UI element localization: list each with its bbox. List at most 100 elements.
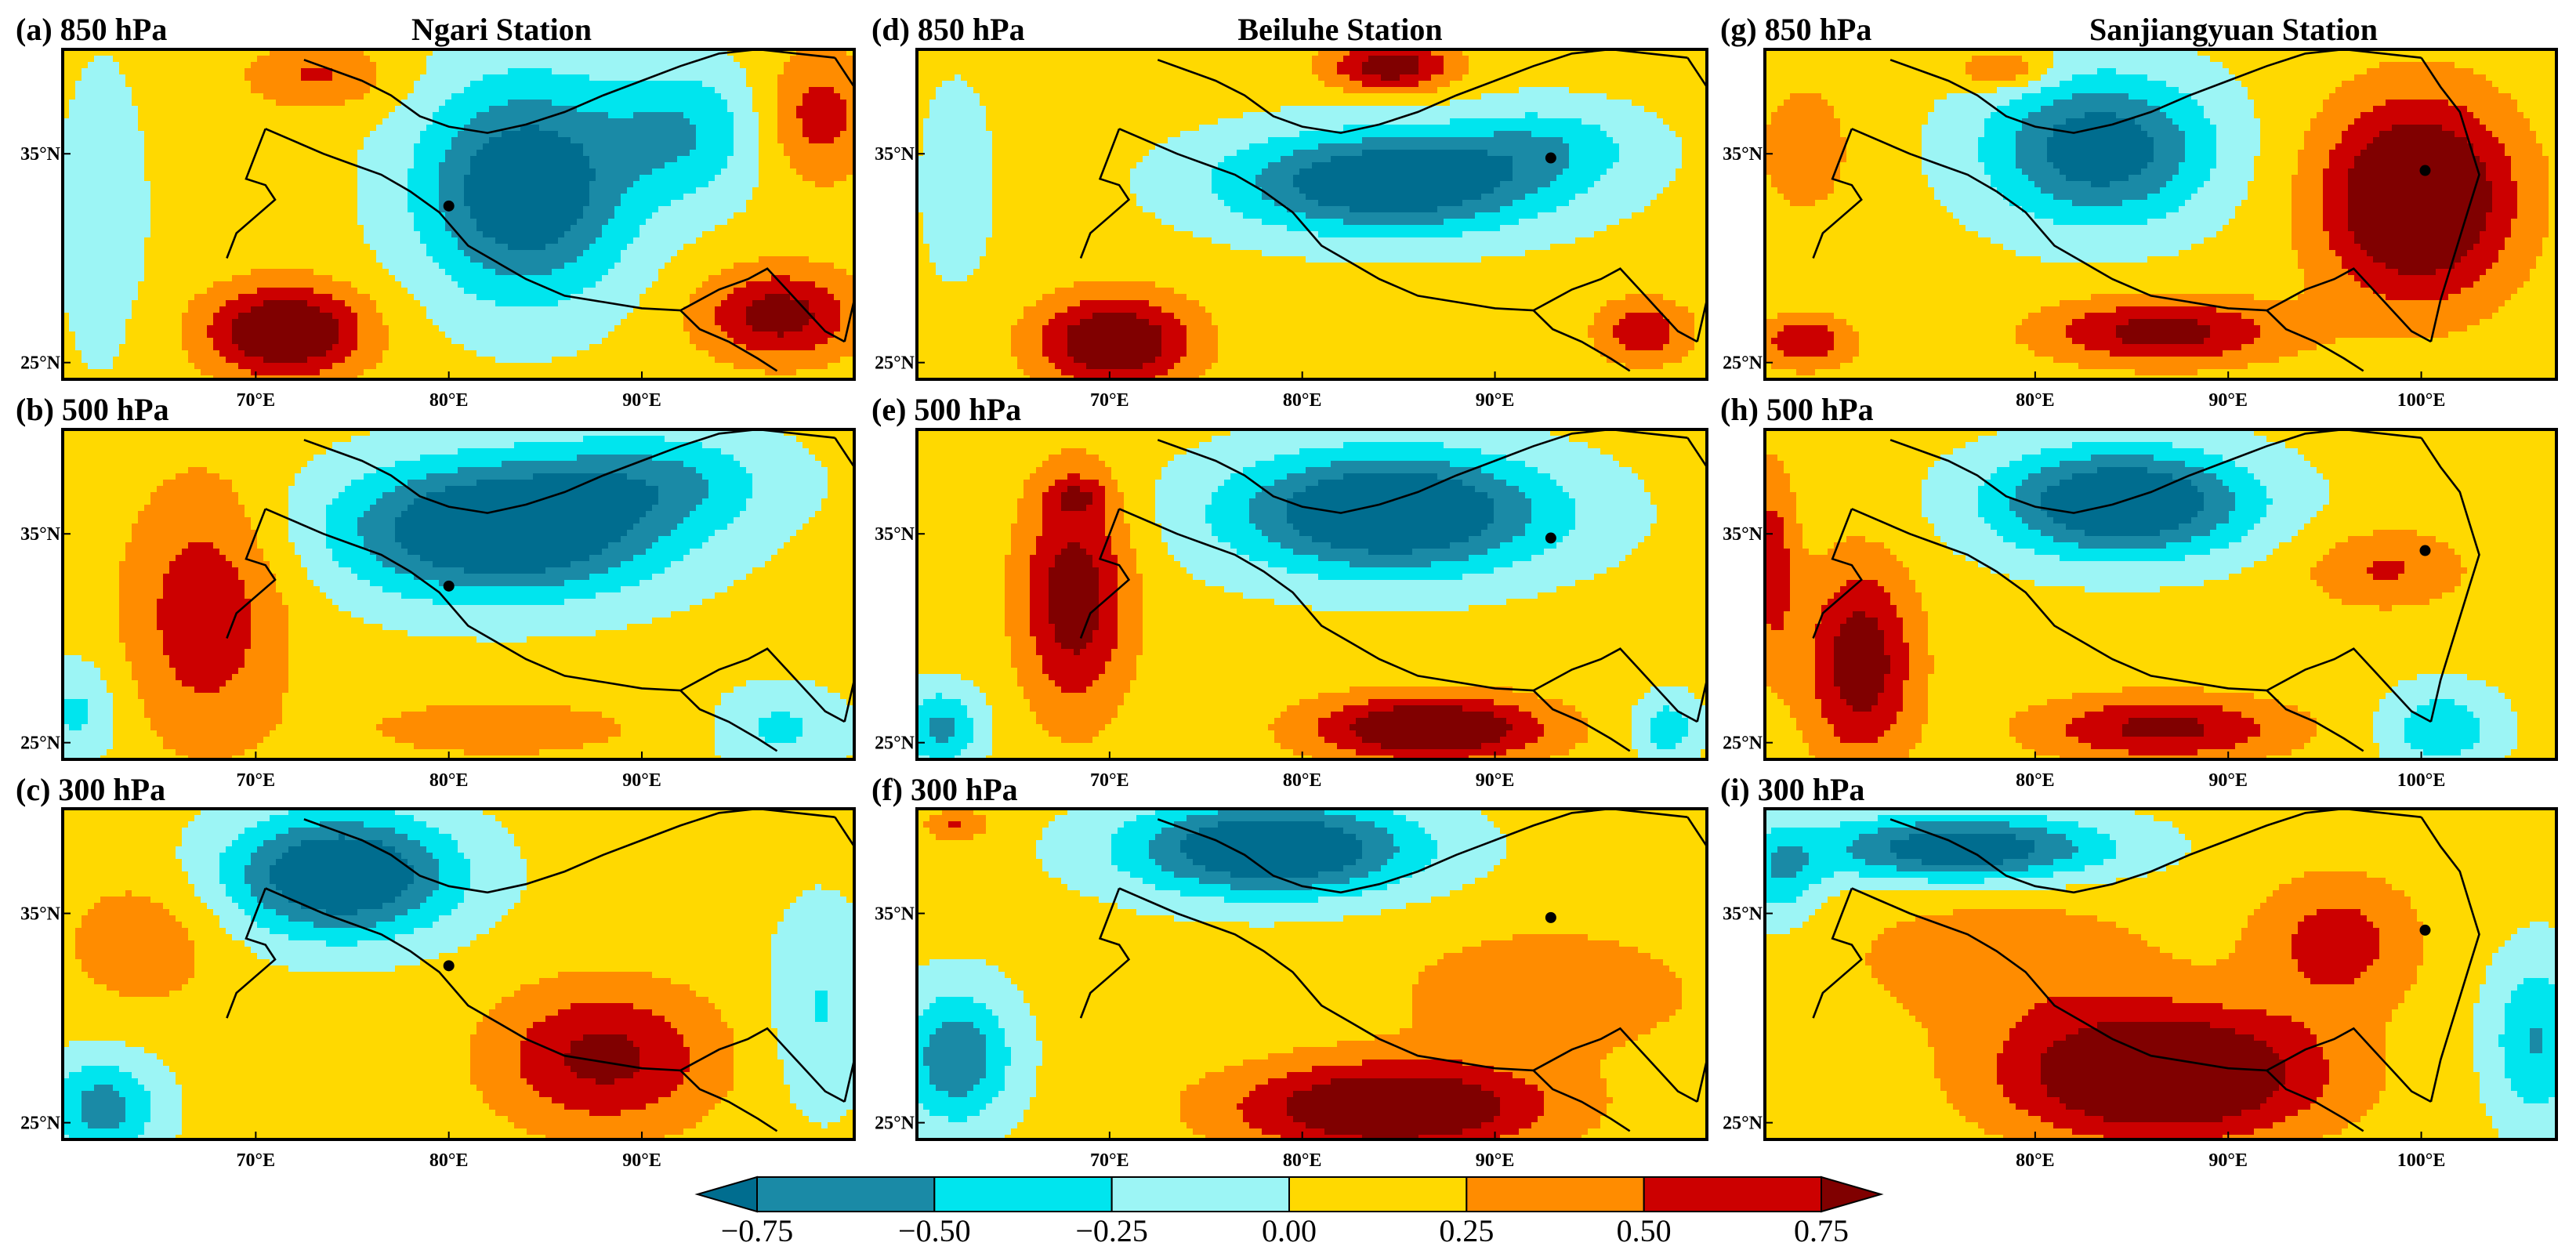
colorbar-tick-label: −0.50	[898, 1213, 971, 1248]
panel-label-c: (c) 300 hPa	[16, 772, 165, 807]
xtick-label: 80°E	[429, 390, 469, 411]
colorbar-tick-label: 0.00	[1262, 1213, 1317, 1248]
xtick-label: 80°E	[429, 1150, 469, 1171]
xtick-label: 90°E	[2208, 390, 2248, 411]
xtick-label: 90°E	[622, 390, 661, 411]
contour-field	[63, 809, 860, 1142]
colorbar-segment	[1112, 1177, 1289, 1212]
station-marker	[2419, 165, 2430, 176]
colorbar-high-arrow	[1821, 1177, 1881, 1212]
map-panel-e: 25°N 35°N 70°E 80°E 90°E	[875, 429, 1745, 791]
station-marker	[1545, 533, 1556, 544]
panel-label-a: (a) 850 hPa	[16, 12, 167, 47]
map-panel-d: 25°N 35°N 70°E 80°E 90°E	[875, 49, 1745, 411]
station-marker	[444, 581, 455, 592]
colorbar-segment	[1289, 1177, 1466, 1212]
panel-label-e: (e) 500 hPa	[871, 392, 1021, 427]
map-panel-f: 25°N 35°N 70°E 80°E 90°E	[875, 809, 1745, 1171]
panel-label-d: (d) 850 hPa	[871, 12, 1025, 47]
xtick-label: 100°E	[2397, 390, 2446, 411]
ytick-label: 35°N	[875, 144, 915, 165]
xtick-label: 90°E	[2208, 770, 2248, 791]
station-marker	[1545, 912, 1556, 923]
contour-field	[1765, 429, 2562, 763]
panel-label-i: (i) 300 hPa	[1720, 772, 1864, 807]
station-marker	[444, 960, 455, 971]
xtick-label: 70°E	[237, 1150, 276, 1171]
xtick-label: 80°E	[2016, 390, 2055, 411]
xtick-label: 70°E	[1090, 770, 1129, 791]
station-marker	[2419, 545, 2430, 556]
xtick-label: 100°E	[2397, 770, 2446, 791]
ytick-label: 35°N	[1723, 524, 1763, 545]
colorbar-segment	[757, 1177, 934, 1212]
station-title-ngari: Ngari Station	[411, 12, 592, 47]
station-marker	[1545, 153, 1556, 164]
ytick-label: 35°N	[20, 904, 61, 925]
xtick-label: 90°E	[622, 770, 661, 791]
colorbar-tick-label: 0.50	[1617, 1213, 1672, 1248]
ytick-label: 25°N	[20, 734, 61, 754]
colorbar-tick-label: 0.25	[1439, 1213, 1494, 1248]
xtick-label: 90°E	[1476, 770, 1515, 791]
contour-field	[917, 809, 1708, 1142]
map-panel-i: 25°N35°N80°E 90°E 100°E	[1723, 809, 2562, 1171]
colorbar-tick-label: 0.75	[1794, 1213, 1849, 1248]
panel-label-b: (b) 500 hPa	[16, 392, 169, 427]
xtick-label: 80°E	[1283, 1150, 1322, 1171]
xtick-label: 90°E	[622, 1150, 661, 1171]
map-panel-g: 25°N 35°N 80°E 90°E 100°E	[1723, 49, 2562, 411]
xtick-label: 80°E	[1283, 770, 1322, 791]
colorbar-low-arrow	[697, 1177, 757, 1212]
ytick-label: 25°N	[875, 1114, 915, 1134]
ytick-label: 25°N	[1723, 353, 1763, 374]
xtick-label: 90°E	[1476, 390, 1515, 411]
ytick-label: 35°N	[1723, 144, 1763, 165]
colorbar: −0.75 −0.50 −0.25 0.00 0.25 0.50 0.75	[697, 1177, 1881, 1248]
station-title-sanjiangyuan: Sanjiangyuan Station	[2089, 12, 2378, 47]
xtick-label: 70°E	[237, 770, 276, 791]
contour-field	[1765, 809, 2562, 1142]
station-title-beiluhe: Beiluhe Station	[1237, 12, 1442, 47]
panel-label-h: (h) 500 hPa	[1720, 392, 1874, 427]
colorbar-segment	[934, 1177, 1111, 1212]
map-panel-b: 25°N 35°N 70°E 80°E 90°E	[20, 429, 893, 791]
contour-field	[63, 49, 860, 382]
map-panel-h: 25°N 35°N 80°E 90°E 100°E	[1723, 429, 2562, 791]
xtick-label: 80°E	[2016, 1150, 2055, 1171]
xtick-label: 90°E	[1476, 1150, 1515, 1171]
panel-label-g: (g) 850 hPa	[1720, 12, 1871, 47]
station-marker	[444, 201, 455, 212]
contour-field	[63, 429, 860, 763]
contour-field	[1765, 49, 2562, 382]
map-panel-c: 25°N 35°N 70°E 80°E 90°E	[20, 809, 893, 1171]
colorbar-tick-label: −0.25	[1075, 1213, 1148, 1248]
xtick-label: 70°E	[237, 390, 276, 411]
station-marker	[2419, 925, 2430, 936]
ytick-label: 35°N	[20, 524, 61, 545]
ytick-label: 25°N	[20, 353, 61, 374]
ytick-label: 25°N	[875, 353, 915, 374]
map-panel-a: 25°N 35°N 70°E 80°E 90°E	[20, 49, 893, 411]
ytick-label: 25°N	[875, 734, 915, 754]
panel-label-f: (f) 300 hPa	[871, 772, 1018, 807]
xtick-label: 80°E	[1283, 390, 1322, 411]
ytick-label: 25°N	[1723, 1114, 1763, 1134]
ytick-label: 35°N	[20, 144, 61, 165]
xtick-label: 70°E	[1090, 1150, 1129, 1171]
colorbar-segment	[1466, 1177, 1643, 1212]
ytick-label: 25°N	[1723, 734, 1763, 754]
contour-field	[917, 49, 1708, 382]
ytick-label: 35°N	[875, 904, 915, 925]
colorbar-segment	[1644, 1177, 1821, 1212]
xtick-label: 80°E	[429, 770, 469, 791]
xtick-label: 90°E	[2208, 1150, 2248, 1171]
xtick-label: 100°E	[2397, 1150, 2446, 1171]
colorbar-tick-label: −0.75	[721, 1213, 794, 1248]
contour-field	[917, 429, 1708, 763]
xtick-label: 70°E	[1090, 390, 1129, 411]
xtick-label: 80°E	[2016, 770, 2055, 791]
ytick-label: 25°N	[20, 1114, 61, 1134]
ytick-label: 35°N	[875, 524, 915, 545]
